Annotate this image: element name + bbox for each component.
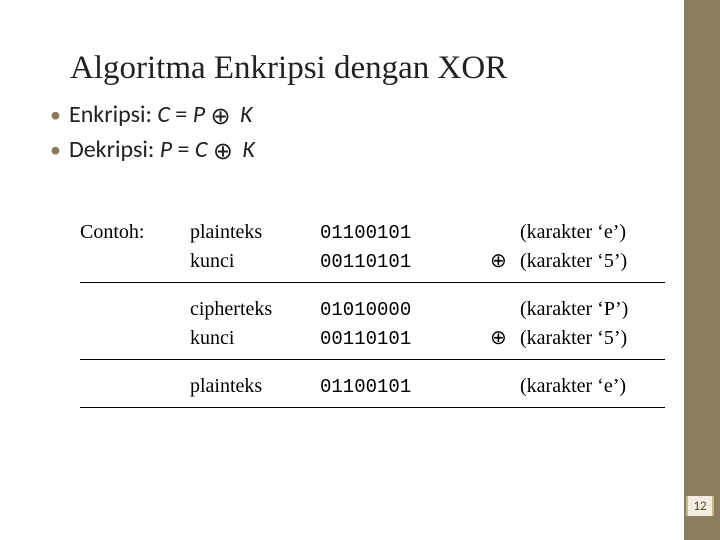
eq-eq: = — [172, 135, 195, 164]
cell-name: plainteks — [190, 219, 320, 246]
cell-bits: 00110101 — [320, 323, 490, 352]
xor-example-table: Contoh: plainteks 01100101 (karakter ‘e’… — [80, 219, 660, 413]
cell-char: (karakter ‘5’) — [520, 323, 665, 352]
cell-label: Contoh: — [80, 219, 190, 246]
page-number-badge: 12 — [686, 496, 714, 516]
bullet-text: Dekripsi: P = C K — [69, 134, 255, 169]
table-row: Contoh: plainteks 01100101 (karakter ‘e’… — [80, 219, 665, 246]
cell-char: (karakter ‘e’) — [520, 373, 665, 400]
spacer-row — [80, 400, 665, 408]
spacer-row — [80, 275, 665, 283]
eq-eq: = — [170, 100, 193, 129]
slide-title: Algoritma Enkripsi dengan XOR — [70, 50, 660, 87]
bullet-label: Enkripsi: — [69, 100, 157, 129]
cell-op: ⊕ — [490, 246, 520, 275]
cell-label — [80, 246, 190, 275]
bullet-list: • Enkripsi: C = P K • Dekripsi: P = C K — [50, 99, 660, 169]
cell-char: (karakter ‘P’) — [520, 296, 665, 323]
eq-rhs2: K — [237, 135, 255, 164]
table-row: kunci 00110101 ⊕ (karakter ‘5’) — [80, 323, 665, 352]
cell-name: kunci — [190, 323, 320, 352]
cell-op — [490, 219, 520, 246]
cell-op — [490, 373, 520, 400]
eq-lhs: C — [157, 100, 170, 129]
cell-bits: 01100101 — [320, 219, 490, 246]
table-row: plainteks 01100101 (karakter ‘e’) — [80, 373, 665, 400]
cell-name: cipherteks — [190, 296, 320, 323]
spacer-row — [80, 352, 665, 360]
right-decor-band — [684, 0, 720, 540]
spacer-row — [80, 288, 665, 296]
bullet-label: Dekripsi: — [69, 135, 160, 164]
cell-char: (karakter ‘e’) — [520, 219, 665, 246]
eq-lhs: P — [160, 135, 172, 164]
eq-rhs1: C — [195, 135, 213, 164]
divider-row — [80, 408, 665, 413]
cell-label — [80, 373, 190, 400]
cell-op: ⊕ — [490, 323, 520, 352]
cell-bits: 01010000 — [320, 296, 490, 323]
cell-label — [80, 323, 190, 352]
xor-icon — [211, 101, 235, 133]
cell-name: kunci — [190, 246, 320, 275]
table: Contoh: plainteks 01100101 (karakter ‘e’… — [80, 219, 665, 413]
cell-name: plainteks — [190, 373, 320, 400]
cell-label — [80, 296, 190, 323]
cell-op — [490, 296, 520, 323]
table-row: cipherteks 01010000 (karakter ‘P’) — [80, 296, 665, 323]
bullet-mark-icon: • — [50, 139, 61, 161]
cell-char: (karakter ‘5’) — [520, 246, 665, 275]
bullet-mark-icon: • — [50, 104, 61, 126]
cell-bits: 00110101 — [320, 246, 490, 275]
eq-rhs1: P — [193, 100, 211, 129]
cell-bits: 01100101 — [320, 373, 490, 400]
bullet-text: Enkripsi: C = P K — [69, 99, 252, 134]
bullet-item: • Enkripsi: C = P K — [50, 99, 660, 134]
table-row: kunci 00110101 ⊕ (karakter ‘5’) — [80, 246, 665, 275]
xor-icon — [213, 136, 237, 168]
slide: Algoritma Enkripsi dengan XOR • Enkripsi… — [0, 0, 720, 540]
eq-rhs2: K — [235, 100, 253, 129]
spacer-row — [80, 365, 665, 373]
bullet-item: • Dekripsi: P = C K — [50, 134, 660, 169]
